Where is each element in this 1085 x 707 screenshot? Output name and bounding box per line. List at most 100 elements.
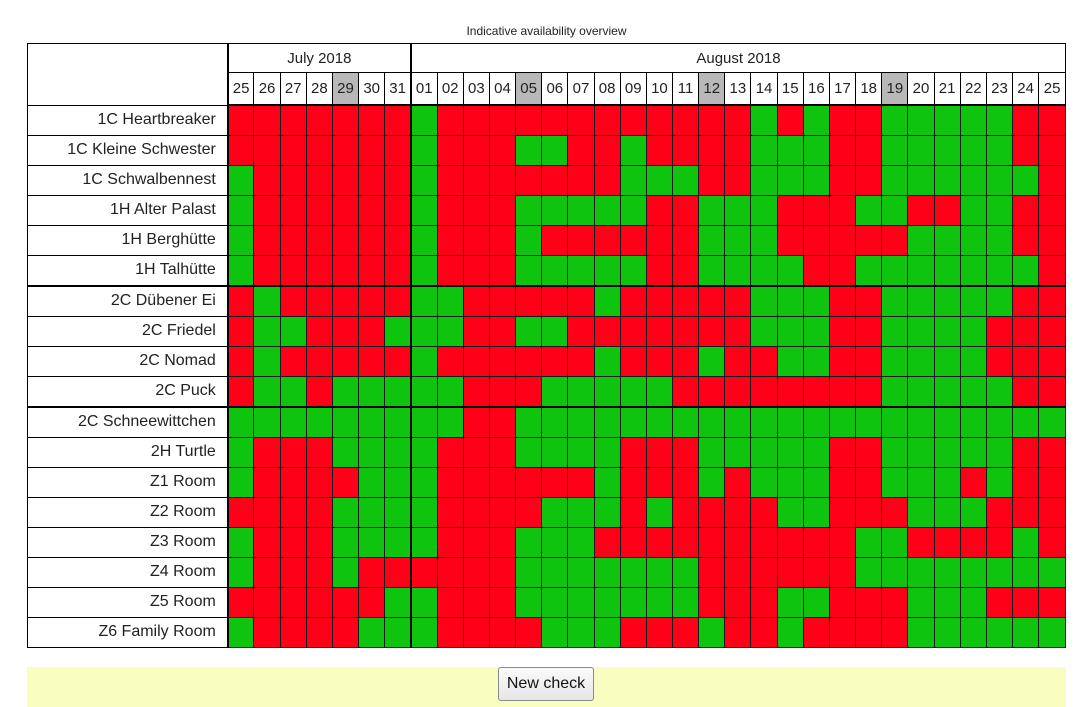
- availability-cell-free[interactable]: [907, 164, 935, 196]
- availability-cell-booked[interactable]: [279, 104, 307, 136]
- availability-cell-free[interactable]: [802, 134, 830, 166]
- availability-cell-free[interactable]: [384, 375, 412, 407]
- availability-cell-booked[interactable]: [828, 104, 857, 136]
- availability-cell-free[interactable]: [1012, 526, 1040, 558]
- availability-cell-free[interactable]: [541, 496, 569, 528]
- availability-cell-free[interactable]: [776, 466, 804, 498]
- availability-cell-booked[interactable]: [488, 526, 517, 558]
- availability-cell-free[interactable]: [802, 405, 830, 438]
- availability-cell-booked[interactable]: [933, 526, 961, 558]
- availability-cell-free[interactable]: [933, 164, 961, 196]
- availability-cell-booked[interactable]: [645, 526, 674, 558]
- availability-cell-free[interactable]: [933, 375, 961, 407]
- availability-cell-free[interactable]: [593, 496, 621, 528]
- availability-cell-booked[interactable]: [828, 556, 857, 588]
- availability-cell-booked[interactable]: [488, 104, 517, 136]
- availability-cell-free[interactable]: [384, 436, 412, 468]
- availability-cell-booked[interactable]: [541, 104, 569, 136]
- availability-cell-booked[interactable]: [1012, 436, 1040, 468]
- availability-cell-booked[interactable]: [567, 104, 595, 136]
- availability-cell-booked[interactable]: [671, 496, 700, 528]
- availability-cell-booked[interactable]: [279, 254, 307, 286]
- availability-cell-booked[interactable]: [724, 466, 752, 498]
- availability-cell-free[interactable]: [619, 586, 647, 618]
- availability-cell-booked[interactable]: [1012, 224, 1040, 256]
- availability-cell-free[interactable]: [619, 134, 647, 166]
- availability-cell-free[interactable]: [331, 436, 360, 468]
- availability-cell-booked[interactable]: [802, 616, 830, 648]
- availability-cell-booked[interactable]: [358, 194, 386, 226]
- availability-cell-free[interactable]: [567, 436, 595, 468]
- availability-cell-free[interactable]: [959, 556, 987, 588]
- availability-cell-free[interactable]: [619, 164, 647, 196]
- availability-cell-booked[interactable]: [776, 224, 804, 256]
- availability-cell-booked[interactable]: [279, 436, 307, 468]
- availability-cell-free[interactable]: [881, 284, 909, 317]
- availability-cell-booked[interactable]: [227, 586, 255, 618]
- availability-cell-free[interactable]: [384, 496, 412, 528]
- availability-cell-free[interactable]: [384, 466, 412, 498]
- availability-cell-free[interactable]: [933, 466, 961, 498]
- availability-cell-booked[interactable]: [488, 496, 517, 528]
- availability-cell-free[interactable]: [802, 345, 830, 377]
- availability-cell-booked[interactable]: [724, 586, 752, 618]
- availability-cell-booked[interactable]: [1012, 134, 1040, 166]
- availability-cell-booked[interactable]: [1012, 466, 1040, 498]
- availability-cell-free[interactable]: [593, 436, 621, 468]
- availability-cell-booked[interactable]: [567, 224, 595, 256]
- availability-cell-booked[interactable]: [541, 284, 569, 317]
- availability-cell-booked[interactable]: [698, 586, 726, 618]
- availability-cell-booked[interactable]: [541, 466, 569, 498]
- availability-cell-free[interactable]: [671, 556, 700, 588]
- availability-cell-booked[interactable]: [645, 436, 674, 468]
- availability-cell-booked[interactable]: [828, 345, 857, 377]
- availability-cell-booked[interactable]: [828, 254, 857, 286]
- availability-cell-booked[interactable]: [541, 224, 569, 256]
- availability-cell-booked[interactable]: [750, 526, 778, 558]
- availability-cell-free[interactable]: [515, 254, 543, 286]
- availability-cell-free[interactable]: [1012, 556, 1040, 588]
- availability-cell-booked[interactable]: [488, 616, 517, 648]
- availability-cell-free[interactable]: [645, 375, 674, 407]
- availability-cell-booked[interactable]: [593, 224, 621, 256]
- availability-cell-free[interactable]: [227, 254, 255, 286]
- availability-cell-free[interactable]: [985, 466, 1014, 498]
- availability-cell-booked[interactable]: [279, 345, 307, 377]
- availability-cell-booked[interactable]: [305, 556, 333, 588]
- availability-cell-free[interactable]: [907, 556, 935, 588]
- availability-cell-booked[interactable]: [855, 104, 883, 136]
- availability-cell-free[interactable]: [881, 134, 909, 166]
- availability-cell-free[interactable]: [724, 405, 752, 438]
- availability-cell-booked[interactable]: [671, 526, 700, 558]
- availability-cell-booked[interactable]: [1038, 134, 1066, 166]
- availability-cell-booked[interactable]: [671, 134, 700, 166]
- availability-cell-booked[interactable]: [253, 104, 281, 136]
- availability-cell-booked[interactable]: [331, 134, 360, 166]
- availability-cell-free[interactable]: [567, 496, 595, 528]
- availability-cell-booked[interactable]: [253, 496, 281, 528]
- availability-cell-free[interactable]: [933, 224, 961, 256]
- availability-cell-free[interactable]: [933, 556, 961, 588]
- availability-cell-booked[interactable]: [541, 164, 569, 196]
- availability-cell-booked[interactable]: [1012, 496, 1040, 528]
- availability-cell-free[interactable]: [750, 194, 778, 226]
- availability-cell-booked[interactable]: [409, 556, 438, 588]
- availability-cell-booked[interactable]: [515, 284, 543, 317]
- availability-cell-booked[interactable]: [855, 315, 883, 347]
- availability-cell-booked[interactable]: [488, 556, 517, 588]
- availability-cell-booked[interactable]: [750, 556, 778, 588]
- availability-cell-booked[interactable]: [305, 586, 333, 618]
- availability-cell-free[interactable]: [907, 616, 935, 648]
- availability-cell-free[interactable]: [907, 436, 935, 468]
- availability-cell-free[interactable]: [645, 556, 674, 588]
- availability-cell-booked[interactable]: [279, 194, 307, 226]
- availability-cell-booked[interactable]: [567, 284, 595, 317]
- availability-cell-booked[interactable]: [227, 104, 255, 136]
- availability-cell-booked[interactable]: [462, 104, 490, 136]
- availability-cell-free[interactable]: [358, 436, 386, 468]
- availability-cell-booked[interactable]: [828, 194, 857, 226]
- availability-cell-free[interactable]: [776, 616, 804, 648]
- availability-cell-booked[interactable]: [698, 134, 726, 166]
- availability-cell-free[interactable]: [933, 104, 961, 136]
- availability-cell-free[interactable]: [985, 224, 1014, 256]
